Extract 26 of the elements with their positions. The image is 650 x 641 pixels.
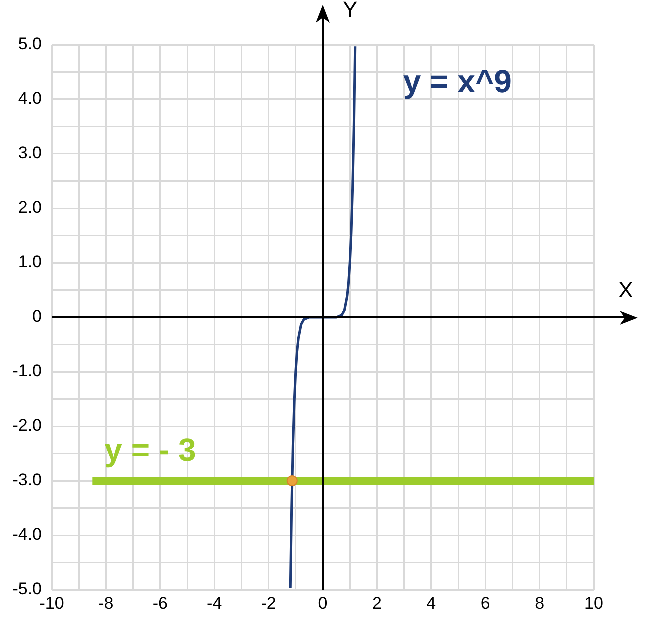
y-tick-label: 3.0 <box>18 144 42 163</box>
series-label: y = x^9 <box>403 64 512 100</box>
y-tick-label: -5.0 <box>12 580 42 599</box>
x-tick-label: 0 <box>318 594 328 613</box>
y-tick-label: 4.0 <box>18 89 42 108</box>
x-tick-label: 8 <box>535 594 545 613</box>
x-tick-label: 4 <box>426 594 436 613</box>
x-axis-title: X <box>618 278 634 303</box>
x-tick-label: -8 <box>98 594 114 613</box>
y-tick-label: -1.0 <box>12 362 42 381</box>
y-tick-label: 5.0 <box>18 34 42 54</box>
y-axis-title: Y <box>343 0 358 22</box>
x-tick-label: -6 <box>152 594 168 613</box>
y-tick-label: 0 <box>32 307 42 326</box>
x-tick-label: 2 <box>372 594 382 613</box>
y-tick-label: -3.0 <box>12 470 42 490</box>
x-tick-label: -2 <box>261 594 276 613</box>
x-tick-label: -4 <box>207 594 222 613</box>
series-label: y = - 3 <box>104 432 196 468</box>
y-tick-label: 2.0 <box>18 198 42 218</box>
y-tick-label: -2.0 <box>12 416 42 436</box>
x-tick-label: 6 <box>480 594 490 613</box>
x-tick-label: 10 <box>584 594 604 613</box>
y-tick-label: -4.0 <box>12 525 42 544</box>
x-tick-label: -10 <box>40 594 64 613</box>
y-tick-label: 1.0 <box>18 252 42 272</box>
